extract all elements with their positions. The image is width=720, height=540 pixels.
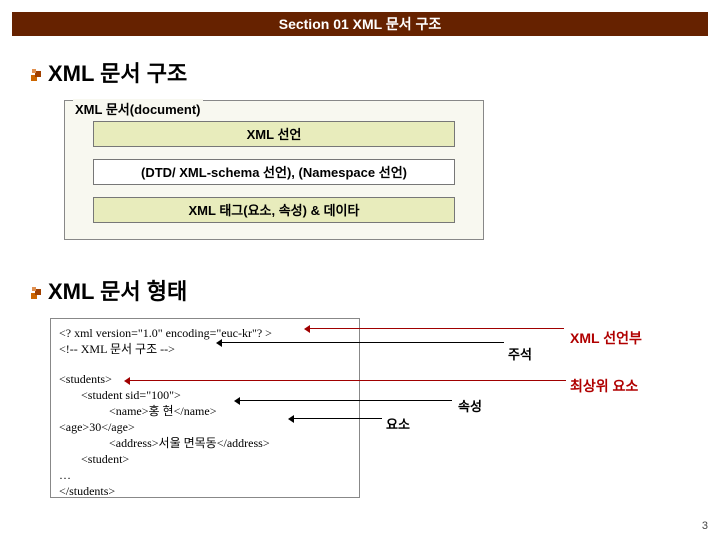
label-attribute: 속성 — [458, 396, 482, 415]
doc-row-xml-declaration: XML 선언 — [93, 121, 455, 147]
heading-doc-form: XML 문서 형태 — [30, 274, 187, 306]
label-root-element: 최상위 요소 — [570, 376, 638, 396]
code-line: <address>서울 면목동</address> — [59, 435, 351, 451]
slide-number: 3 — [702, 520, 708, 532]
arrow-attr — [240, 400, 452, 401]
code-line: … — [59, 467, 351, 483]
code-line: </students> — [59, 483, 351, 499]
arrow-root — [130, 380, 566, 381]
arrow-declare — [310, 328, 564, 329]
document-structure-frame: XML 문서(document) XML 선언 (DTD/ XML-schema… — [64, 100, 484, 240]
section-title-bar: Section 01 XML 문서 구조 — [12, 12, 708, 36]
code-line: <name>홍 현</name> — [59, 403, 351, 419]
heading-text: XML 문서 형태 — [48, 279, 187, 304]
code-line: <student> — [59, 451, 351, 467]
doc-frame-title: XML 문서(document) — [73, 99, 203, 118]
code-line: <students> — [59, 371, 351, 387]
bullet-icon — [30, 280, 44, 294]
arrow-comment — [222, 342, 504, 343]
xml-code-frame: <? xml version="1.0" encoding="euc-kr"? … — [50, 318, 360, 498]
label-comment: 주석 — [508, 344, 532, 363]
heading-text: XML 문서 구조 — [48, 61, 187, 86]
code-line: <age>30</age> — [59, 419, 351, 435]
code-line: <!-- XML 문서 구조 --> — [59, 341, 351, 357]
label-element: 요소 — [386, 414, 410, 433]
heading-doc-structure: XML 문서 구조 — [30, 56, 187, 88]
doc-row-tags-data: XML 태그(요소, 속성) & 데이타 — [93, 197, 455, 223]
label-declare-part: XML 선언부 — [570, 328, 642, 348]
bullet-icon — [30, 62, 44, 76]
doc-row-dtd-namespace: (DTD/ XML-schema 선언), (Namespace 선언) — [93, 159, 455, 185]
arrow-element — [294, 418, 382, 419]
